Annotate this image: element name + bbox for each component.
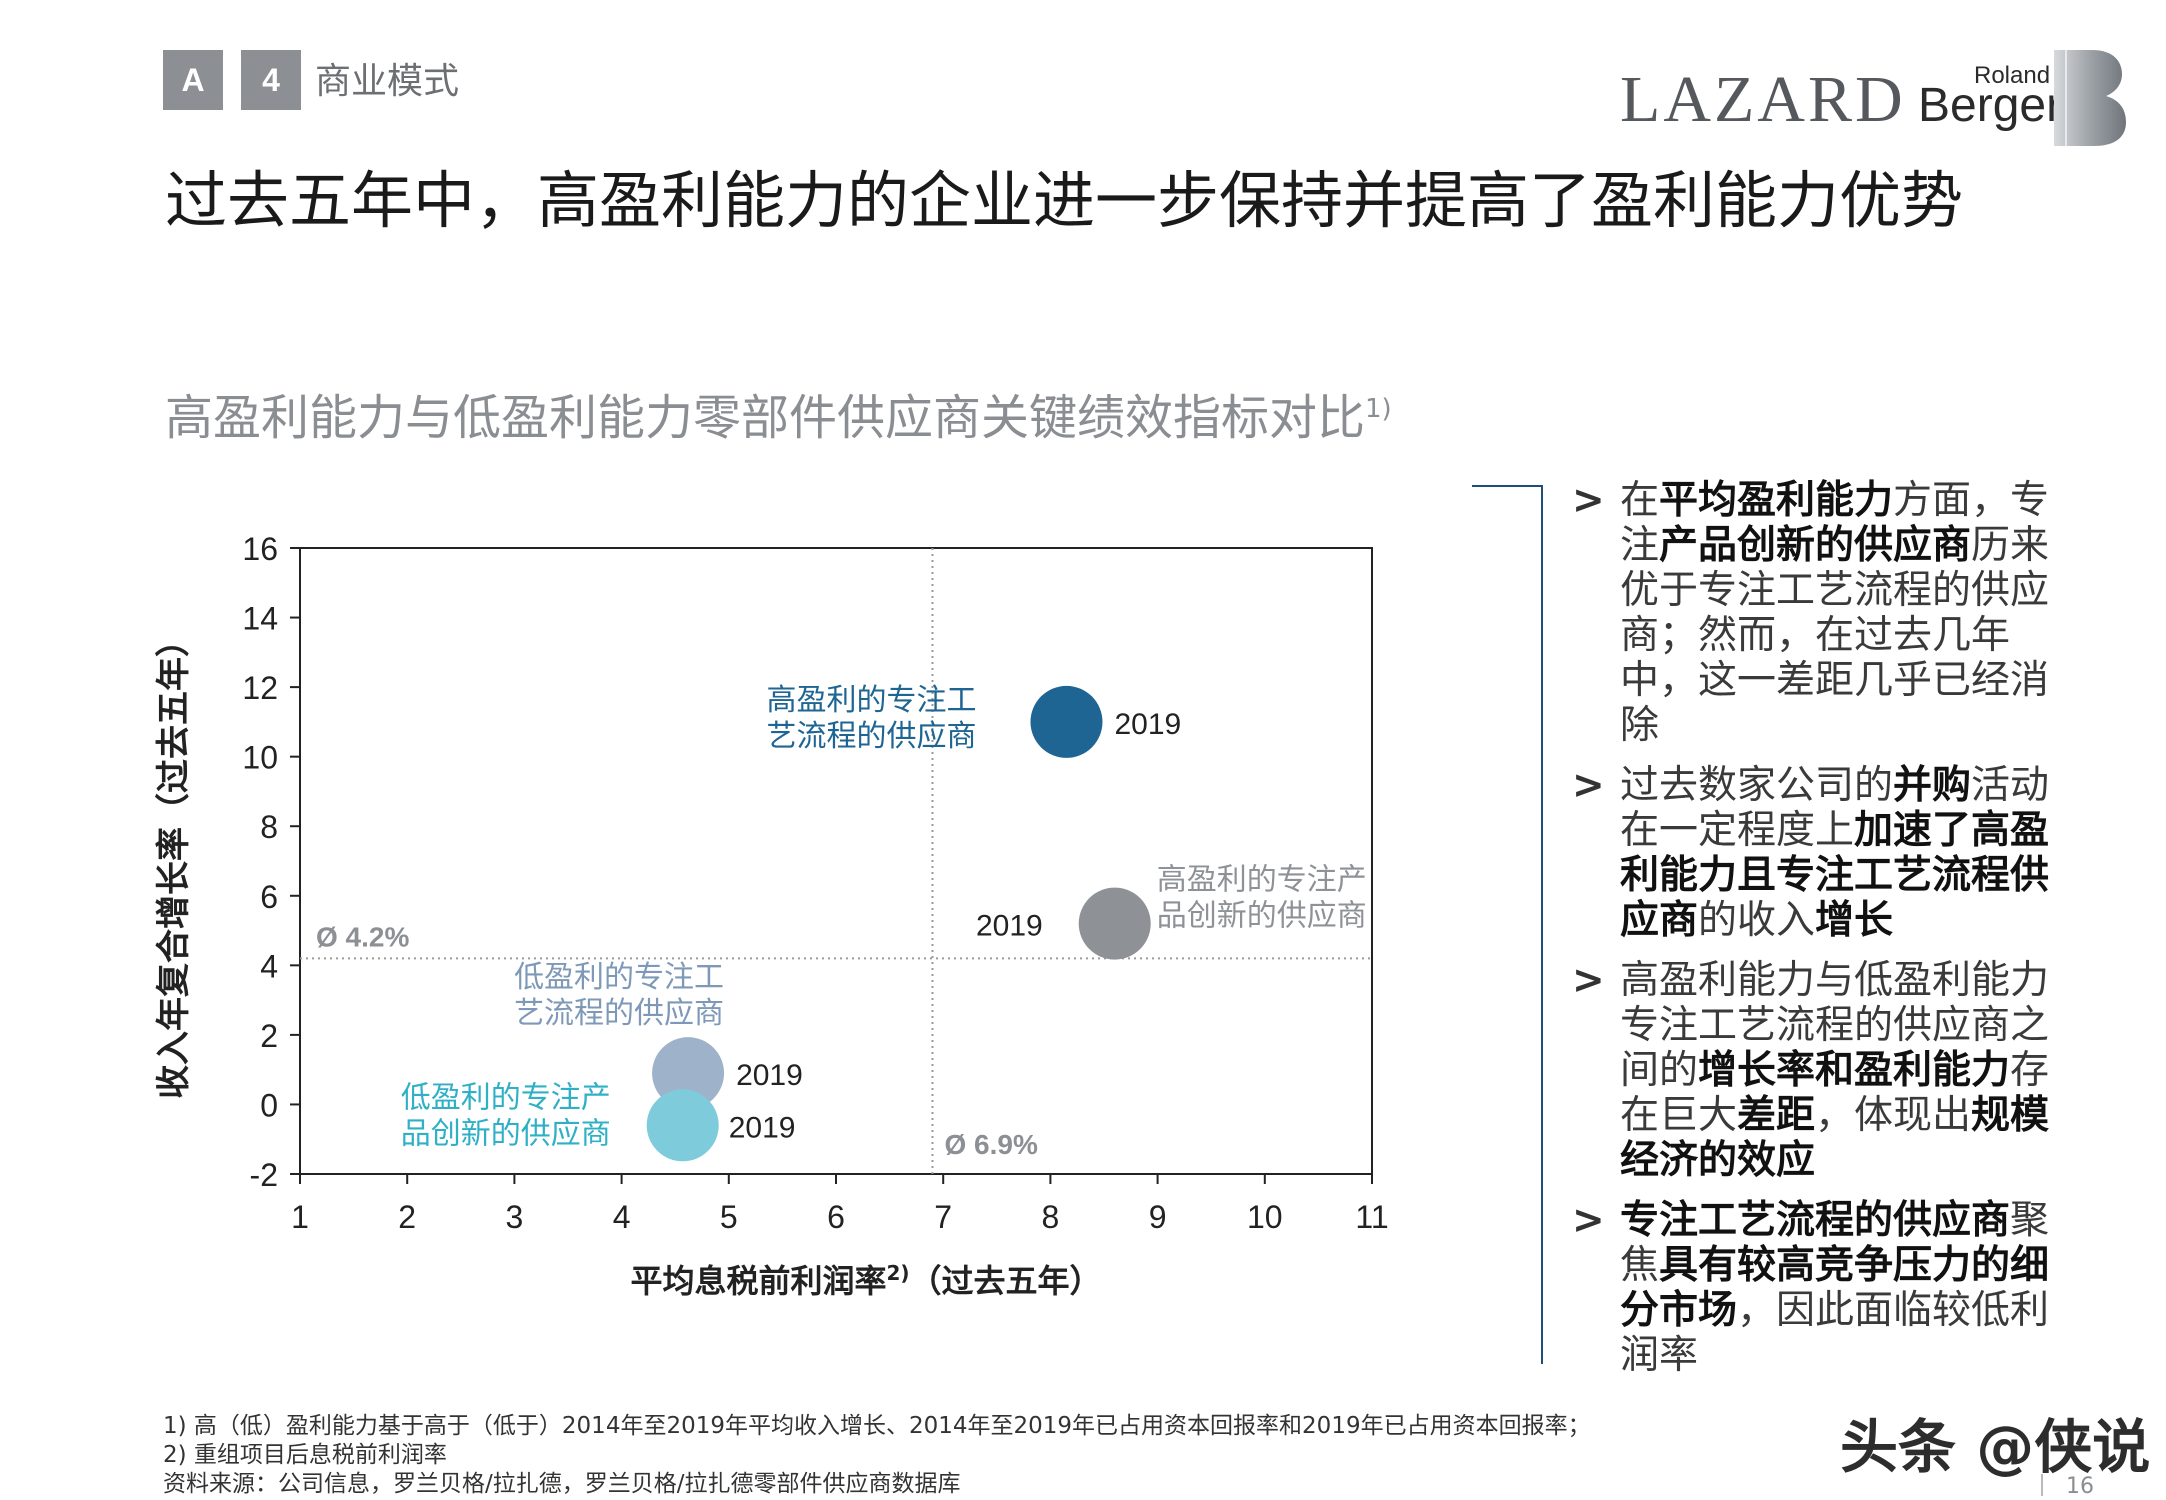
bullet-text: ，体现出	[1815, 1093, 1972, 1138]
bullet-text: 活动在一定程度上	[1620, 763, 2050, 853]
bullet-emphasis: 专注工艺流程的供应商	[1620, 1198, 2011, 1243]
bubble-series-label: 艺流程的供应商	[766, 719, 976, 754]
bullet-item: > 高盈利能力与低盈利能力专注工艺流程的供应商之间的增长率和盈利能力存在巨大差距，…	[1572, 958, 2072, 1183]
y-axis-label: 收入年复合增长率（过去五年）	[154, 623, 194, 1099]
bullet-emphasis: 增长率和盈利能力	[1698, 1048, 2011, 1093]
x-tick-label: 2	[398, 1199, 416, 1235]
footnote-2: 2) 重组项目后息税前利润率	[163, 1442, 447, 1468]
footnote-1: 1) 高（低）盈利能力基于高于（低于）2014年至2019年平均收入增长、201…	[163, 1413, 1591, 1439]
bullet-emphasis: 平均盈利能力	[1659, 478, 1894, 523]
bullet-item: > 在平均盈利能力方面，专注产品创新的供应商历来优于专注工艺流程的供应商；然而，在…	[1572, 478, 2072, 748]
bullet-item: > 过去数家公司的并购活动在一定程度上加速了高盈利能力且专注工艺流程供应商的收入增…	[1572, 763, 2072, 943]
roland-berger-logo-top: Roland	[1974, 62, 2051, 89]
chart-subtitle-footnote-mark: 1)	[1365, 394, 1392, 424]
x-reference-label: Ø 6.9%	[944, 1129, 1037, 1160]
x-tick-label: 4	[613, 1199, 631, 1235]
key-findings-list: > 在平均盈利能力方面，专注产品创新的供应商历来优于专注工艺流程的供应商；然而，在…	[1572, 478, 2072, 1393]
bullet-marker: >	[1572, 958, 1605, 1003]
bubble-series-label: 品创新的供应商	[1157, 899, 1367, 934]
x-axis-label-suffix: （过去五年）	[910, 1262, 1102, 1300]
page-number: 16	[2066, 1474, 2094, 1499]
roland-berger-b-icon	[2054, 50, 2126, 146]
section-title: 商业模式	[315, 61, 460, 102]
y-tick-label: 0	[260, 1087, 278, 1123]
bullet-text: 聚焦	[1620, 1198, 2050, 1288]
bubble-year-label: 2019	[1114, 708, 1181, 741]
bubble-series-label: 高盈利的专注工	[766, 683, 976, 718]
x-axis-label-text: 平均息税前利润率	[630, 1262, 886, 1300]
page-number-separator	[2041, 1474, 2043, 1496]
section-letter-badge: A	[163, 50, 223, 110]
bubble	[646, 1089, 719, 1162]
bullet-emphasis: 具有较高竞争压力的细分市场	[1620, 1243, 2050, 1333]
y-tick-label: 12	[242, 670, 278, 706]
section-number-badge: 4	[241, 50, 301, 110]
bubble-series-label: 低盈利的专注产	[401, 1080, 611, 1115]
bullet-marker: >	[1572, 763, 1605, 808]
x-tick-label: 6	[827, 1199, 845, 1235]
y-reference-label: Ø 4.2%	[316, 921, 409, 952]
bullet-emphasis: 并购	[1893, 763, 1972, 808]
bullet-emphasis: 加速了高盈利能力且专注工艺流程供应商	[1620, 808, 2050, 943]
y-tick-label: 16	[242, 531, 278, 567]
bullet-text: 高盈利能力与低盈利能力专注工艺流程的供应商之间的	[1620, 958, 2050, 1093]
bubble-year-label: 2019	[976, 910, 1043, 943]
x-axis-label-footnote-mark: 2)	[886, 1261, 909, 1285]
x-tick-label: 5	[720, 1199, 738, 1235]
bullet-marker: >	[1572, 478, 1605, 523]
x-tick-label: 7	[934, 1199, 952, 1235]
y-tick-label: 6	[260, 879, 278, 915]
bracket-divider	[1472, 485, 1543, 1364]
bullet-text: 存在巨大	[1620, 1048, 2050, 1138]
bubble	[652, 1037, 725, 1110]
bubble-year-label: 2019	[729, 1111, 796, 1144]
bullet-text: ，因此面临较低利润率	[1620, 1288, 2050, 1378]
page-title: 过去五年中，高盈利能力的企业进一步保持并提高了盈利能力优势	[165, 164, 1964, 237]
y-tick-label: 2	[260, 1018, 278, 1054]
bubble-series-label: 艺流程的供应商	[514, 996, 724, 1031]
x-tick-label: 11	[1355, 1199, 1388, 1235]
bubble-series-label: 品创新的供应商	[401, 1116, 611, 1151]
bullet-emphasis: 差距	[1737, 1093, 1816, 1138]
y-tick-label: 10	[242, 740, 278, 776]
source-note: 资料来源：公司信息，罗兰贝格/拉扎德，罗兰贝格/拉扎德零部件供应商数据库	[163, 1471, 961, 1497]
bullet-text: 过去数家公司的	[1620, 763, 1894, 808]
chart-subtitle: 高盈利能力与低盈利能力零部件供应商关键绩效指标对比1)	[165, 378, 1392, 448]
bubble-series-label: 低盈利的专注工	[514, 960, 724, 995]
bullet-emphasis: 规模经济的效应	[1620, 1093, 2050, 1183]
x-tick-label: 1	[291, 1199, 309, 1235]
y-tick-label: 14	[242, 601, 278, 637]
bullet-text: 方面，专注	[1620, 478, 2050, 568]
y-tick-label: 8	[260, 809, 278, 845]
section-number: 4	[262, 61, 280, 98]
x-axis-label: 平均息税前利润率2)（过去五年）	[630, 1261, 1101, 1300]
bullet-emphasis: 增长	[1815, 898, 1894, 943]
y-tick-label: -2	[250, 1157, 278, 1193]
roland-berger-logo-main: Berger	[1918, 79, 2063, 132]
x-tick-label: 3	[506, 1199, 524, 1235]
bullet-emphasis: 产品创新的供应商	[1659, 523, 1972, 568]
y-tick-label: 4	[260, 948, 278, 984]
bullet-item: > 专注工艺流程的供应商聚焦具有较高竞争压力的细分市场，因此面临较低利润率	[1572, 1198, 2072, 1378]
bullet-text: 历来优于专注工艺流程的供应商；然而，在过去几年中，这一差距几乎已经消除	[1620, 523, 2050, 748]
bullet-marker: >	[1572, 1198, 1605, 1243]
footnotes: 1) 高（低）盈利能力基于高于（低于）2014年至2019年平均收入增长、201…	[163, 1412, 1591, 1499]
bubble-series-label: 高盈利的专注产	[1157, 863, 1367, 898]
bullet-text: 的收入	[1698, 898, 1816, 943]
bubble-year-label: 2019	[736, 1059, 803, 1092]
bubble	[1030, 685, 1103, 758]
x-tick-label: 10	[1247, 1199, 1283, 1235]
section-letter: A	[181, 61, 205, 98]
bullet-text: 在	[1620, 478, 1660, 523]
bubble	[1078, 887, 1151, 960]
watermark: 头条 @侠说	[1840, 1413, 2151, 1481]
chart-subtitle-text: 高盈利能力与低盈利能力零部件供应商关键绩效指标对比	[165, 390, 1366, 446]
x-tick-label: 8	[1042, 1199, 1060, 1235]
x-tick-label: 9	[1149, 1199, 1167, 1235]
lazard-logo: LAZARD	[1620, 63, 1906, 136]
